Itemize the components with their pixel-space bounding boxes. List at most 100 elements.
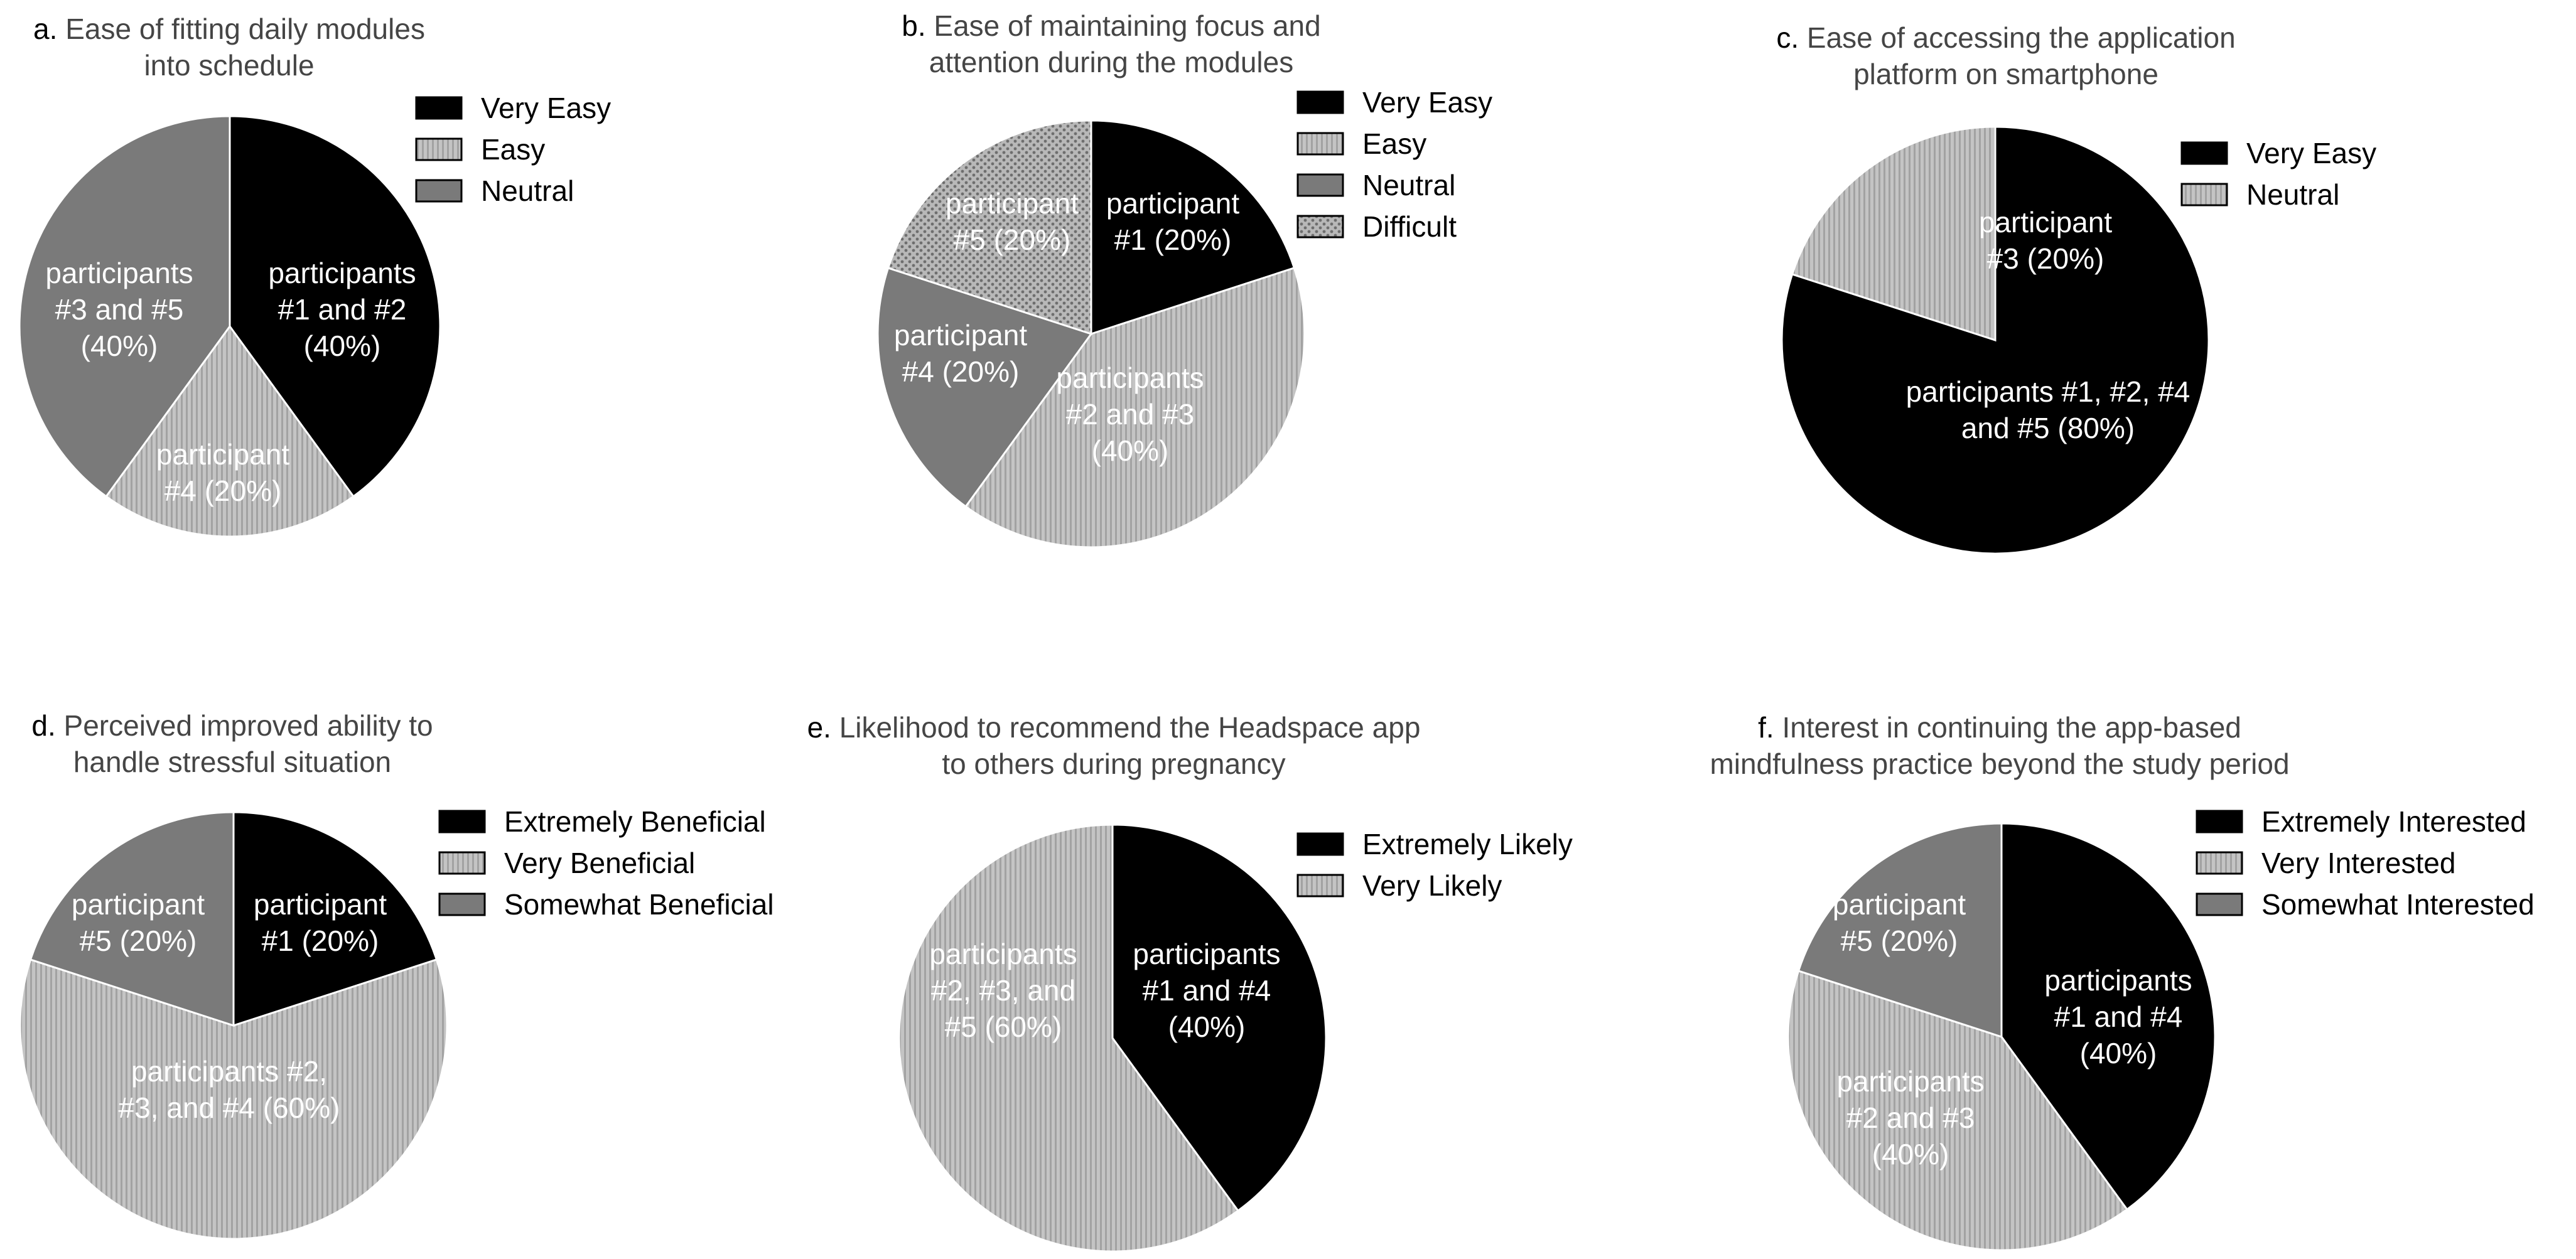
- legend-swatch: [415, 137, 463, 161]
- legend-label: Very Easy: [1362, 86, 1492, 119]
- legend-swatch: [438, 851, 486, 875]
- legend-item: Very Easy: [415, 92, 611, 124]
- pie-slice-neutral: [1791, 126, 1997, 342]
- legend-swatch: [2196, 851, 2243, 875]
- legend-label: Very Beneficial: [504, 847, 695, 879]
- panel-letter: f.: [1758, 711, 1782, 744]
- legend-label: Neutral: [2246, 178, 2339, 211]
- pie-panel-a: a. Ease of fitting daily modules into sch…: [18, 13, 611, 538]
- chart-title: e. Likelihood to recommend the Headspace…: [807, 711, 1421, 780]
- title-line: Ease of maintaining focus and: [934, 9, 1320, 42]
- pie-slice-very-likely: [898, 823, 1239, 1253]
- legend-label: Extremely Beneficial: [504, 805, 766, 838]
- title-line: attention during the modules: [929, 46, 1294, 78]
- chart-title: f. Interest in continuing the app-based m…: [1710, 711, 2289, 780]
- slice-label: participant #1 (20%): [254, 888, 387, 957]
- slice-label: participant #5 (20%): [72, 888, 205, 957]
- pie-slice-very-easy: [1090, 119, 1296, 336]
- legend-swatch: [2196, 810, 2243, 833]
- pie-panel-b: b. Ease of maintaining focus and attentio…: [876, 9, 1492, 549]
- pie-slice-extremely-interested: [2000, 822, 2216, 1211]
- legend-item: Neutral: [2180, 178, 2339, 211]
- slice-label: participant #4 (20%): [156, 438, 289, 507]
- legend-item: Very Easy: [1296, 86, 1492, 119]
- pie-panel-e: e. Likelihood to recommend the Headspace…: [807, 711, 1573, 1253]
- legend-item: Somewhat Beneficial: [438, 888, 774, 921]
- pie-panel-c: c. Ease of accessing the application plat…: [1776, 21, 2376, 555]
- pie-slice-extremely-likely: [1111, 823, 1327, 1213]
- title-line: Ease of fitting daily modules: [65, 13, 425, 45]
- slice-label: participants #2 and #3 (40%): [1836, 1065, 1984, 1171]
- title-line: Perceived improved ability to: [64, 709, 433, 742]
- slice-label: participants #3 and #5 (40%): [45, 257, 193, 362]
- legend-label: Neutral: [481, 174, 574, 207]
- legend-item: Easy: [415, 133, 545, 166]
- slice-label: participant #4 (20%): [894, 319, 1027, 388]
- slice-label: participants #1 and #4 (40%): [2044, 964, 2192, 1069]
- legend-item: Easy: [1296, 127, 1426, 160]
- legend-item: Very Easy: [2180, 137, 2376, 169]
- legend-item: Very Interested: [2196, 847, 2455, 879]
- slice-label: participants #2, #3, and #5 (60%): [929, 938, 1077, 1043]
- legend-swatch: [438, 892, 486, 916]
- legend-label: Very Likely: [1362, 869, 1502, 902]
- pie-slice-very-easy: [229, 115, 441, 498]
- title-line: mindfulness practice beyond the study pe…: [1710, 747, 2289, 780]
- title-line: handle stressful situation: [73, 746, 391, 778]
- legend-swatch: [1296, 832, 1344, 856]
- chart-title: d. Perceived improved ability to handle s…: [31, 709, 433, 778]
- legend-swatch: [415, 96, 463, 120]
- title-line: into schedule: [144, 49, 314, 82]
- legend-item: Very Likely: [1296, 869, 1502, 902]
- legend-label: Easy: [481, 133, 545, 166]
- legend-label: Very Easy: [2246, 137, 2376, 169]
- pie-slice-easy: [104, 324, 355, 538]
- slice-label: participant #5 (20%): [946, 187, 1079, 256]
- slice-label: participants #1 and #4 (40%): [1133, 938, 1280, 1043]
- panel-letter: e.: [807, 711, 839, 744]
- title-line: to others during pregnancy: [942, 747, 1285, 780]
- pie-slice-very-interested: [1787, 970, 2128, 1251]
- pie-panel-d: d. Perceived improved ability to handle s…: [19, 709, 774, 1240]
- legend-swatch: [1296, 215, 1344, 238]
- slice-label: participant #3 (20%): [1979, 206, 2112, 275]
- legend-label: Very Interested: [2261, 847, 2455, 879]
- legend-swatch: [2180, 141, 2228, 165]
- legend-swatch: [1296, 874, 1344, 897]
- slice-label: participants #1 and #2 (40%): [268, 257, 416, 362]
- legend-swatch: [1296, 90, 1344, 114]
- slice-label: participant #1 (20%): [1106, 187, 1239, 256]
- pie-slice-easy: [964, 267, 1306, 549]
- legend-item: Extremely Likely: [1296, 828, 1573, 860]
- legend-item: Neutral: [415, 174, 574, 207]
- pie-slice-difficult: [887, 119, 1092, 336]
- chart-title: c. Ease of accessing the application plat…: [1776, 21, 2235, 90]
- legend-label: Somewhat Beneficial: [504, 888, 774, 921]
- pie-slice-neutral: [876, 267, 1093, 508]
- panel-letter: d.: [31, 709, 63, 742]
- legend-item: Very Beneficial: [438, 847, 695, 879]
- title-line: platform on smartphone: [1853, 58, 2158, 90]
- legend-item: Extremely Beneficial: [438, 805, 766, 838]
- chart-title: a. Ease of fitting daily modules into sch…: [33, 13, 425, 82]
- panel-letter: c.: [1776, 21, 1807, 54]
- legend-swatch: [438, 810, 486, 833]
- slice-label: participants #2, #3, and #4 (60%): [119, 1055, 340, 1124]
- legend-swatch: [1296, 132, 1344, 156]
- pie-slice-extremely-beneficial: [232, 811, 438, 1027]
- legend-swatch: [415, 179, 463, 203]
- legend-item: Extremely Interested: [2196, 805, 2526, 838]
- legend-label: Easy: [1362, 127, 1426, 160]
- title-line: Ease of accessing the application: [1807, 21, 2236, 54]
- slice-label: participants #1, #2, #4 and #5 (80%): [1906, 375, 2191, 444]
- legend-item: Somewhat Interested: [2196, 888, 2535, 921]
- pie-slice-neutral: [18, 115, 231, 498]
- legend-item: Difficult: [1296, 210, 1457, 243]
- title-line: Likelihood to recommend the Headspace ap…: [839, 711, 1421, 744]
- legend-label: Somewhat Interested: [2261, 888, 2535, 921]
- legend-swatch: [2180, 183, 2228, 206]
- pie-panel-f: f. Interest in continuing the app-based m…: [1710, 711, 2535, 1251]
- legend-swatch: [1296, 173, 1344, 197]
- pie-slice-very-beneficial: [19, 958, 448, 1240]
